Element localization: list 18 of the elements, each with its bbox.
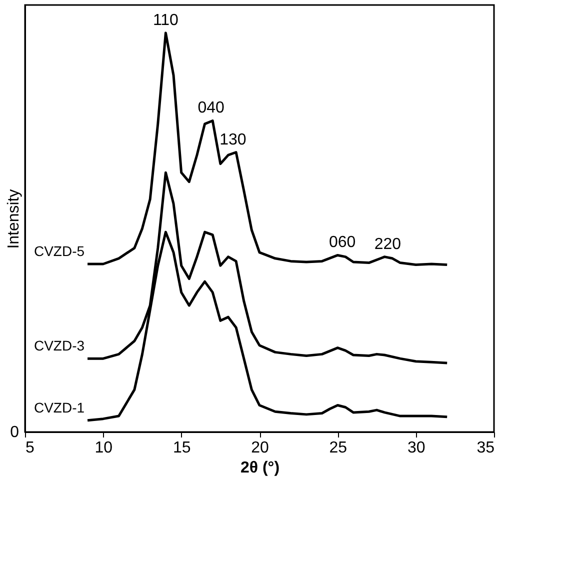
annotation: 220 (374, 236, 402, 253)
annotation: 040 (198, 100, 224, 117)
series-label: CVZD-1 (34, 399, 85, 416)
x-tick-label: 35 (476, 440, 495, 456)
y-axis-title: Intensity (6, 189, 22, 249)
series-label: CVZD-5 (34, 242, 85, 259)
x-tick-label: 20 (251, 440, 269, 456)
annotation: 060 (329, 234, 356, 252)
x-tick-label: 5 (26, 440, 34, 456)
x-tick-label: 30 (407, 440, 426, 456)
x-tick-label: 25 (329, 440, 348, 456)
text: 0 (10, 424, 20, 441)
annotation: 110 (152, 12, 179, 29)
series-label: CVZD-3 (34, 338, 85, 354)
x-axis-title: 2θ (°) (240, 460, 280, 476)
annotation: 130 (220, 132, 246, 149)
x-tick-label: 10 (94, 440, 113, 456)
x-tick-label: 15 (172, 440, 191, 456)
